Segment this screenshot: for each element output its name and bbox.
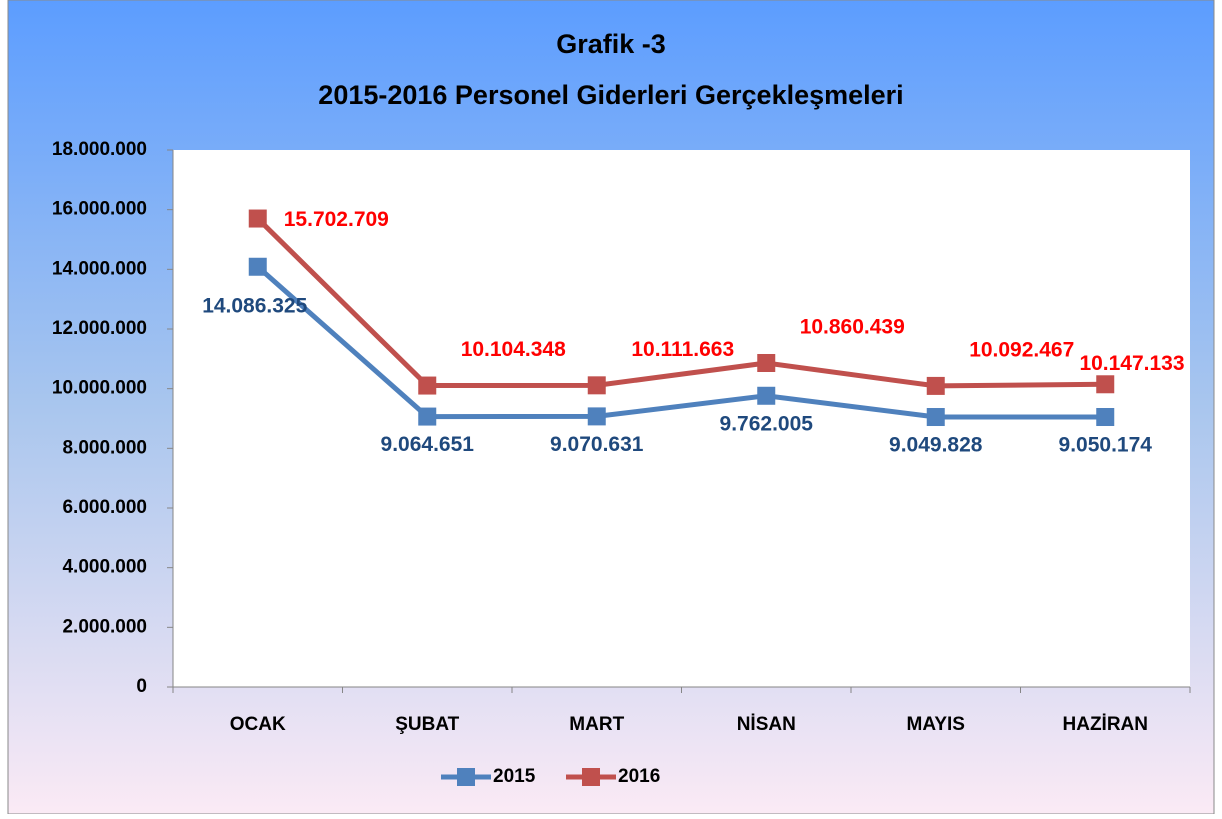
x-tick-label: OCAK bbox=[230, 714, 286, 735]
data-label: 14.086.325 bbox=[202, 294, 307, 317]
y-tick-label: 18.000.000 bbox=[52, 139, 147, 160]
legend-marker bbox=[457, 768, 475, 786]
marker bbox=[757, 353, 776, 372]
x-tick-label: MAYIS bbox=[907, 714, 965, 735]
data-label: 10.111.663 bbox=[631, 338, 734, 361]
chart-subtitle: 2015-2016 Personel Giderleri Gerçekleşme… bbox=[318, 80, 903, 110]
data-label: 9.762.005 bbox=[720, 412, 814, 435]
data-label: 10.104.348 bbox=[461, 338, 566, 361]
y-tick-label: 12.000.000 bbox=[52, 318, 147, 339]
marker bbox=[248, 257, 267, 276]
legend-marker bbox=[582, 768, 600, 786]
y-tick-label: 10.000.000 bbox=[52, 378, 147, 399]
marker bbox=[1096, 375, 1115, 394]
legend-label: 2015 bbox=[493, 766, 536, 787]
y-tick-label: 0 bbox=[136, 676, 147, 697]
marker bbox=[418, 376, 437, 395]
series-line bbox=[255, 216, 1106, 389]
data-label: 10.860.439 bbox=[800, 316, 905, 339]
data-label: 9.070.631 bbox=[550, 433, 644, 456]
data-label: 9.049.828 bbox=[889, 434, 983, 457]
x-tick-label: ŞUBAT bbox=[395, 714, 459, 735]
marker bbox=[1096, 408, 1115, 427]
marker bbox=[926, 376, 945, 395]
chart-title: Grafik -3 bbox=[556, 29, 666, 59]
marker bbox=[926, 408, 945, 427]
x-tick-label: NİSAN bbox=[737, 714, 796, 735]
series-line bbox=[256, 264, 1106, 420]
y-tick-label: 14.000.000 bbox=[52, 258, 147, 279]
legend-label: 2016 bbox=[618, 766, 660, 787]
marker bbox=[418, 407, 437, 426]
y-tick-label: 16.000.000 bbox=[52, 199, 147, 220]
data-label: 10.147.133 bbox=[1079, 352, 1184, 375]
data-label: 10.092.467 bbox=[969, 338, 1074, 361]
marker bbox=[587, 407, 606, 426]
data-label: 9.050.174 bbox=[1059, 434, 1153, 457]
x-tick-label: MART bbox=[569, 714, 624, 735]
y-tick-label: 4.000.000 bbox=[62, 557, 147, 578]
y-tick-label: 8.000.000 bbox=[62, 437, 147, 458]
y-tick-label: 2.000.000 bbox=[62, 616, 147, 637]
x-tick-label: HAZİRAN bbox=[1063, 714, 1149, 735]
marker bbox=[248, 209, 267, 228]
data-label: 15.702.709 bbox=[284, 208, 389, 231]
y-tick-label: 6.000.000 bbox=[62, 497, 147, 518]
marker bbox=[757, 386, 776, 405]
marker bbox=[587, 376, 606, 395]
data-label: 9.064.651 bbox=[381, 433, 475, 456]
